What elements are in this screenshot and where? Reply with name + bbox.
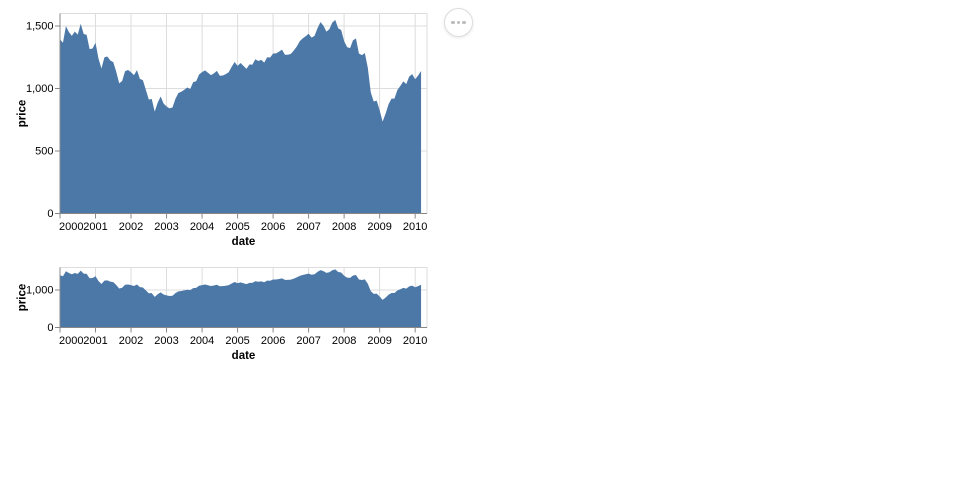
- overview-chart: 0 1,000 2000 2001 2002 2003 2004 2005 2006 2007 20…: [17, 267, 428, 362]
- x-tick-label: 2007: [296, 335, 320, 347]
- x-tick-label: 2003: [154, 335, 178, 347]
- detail-chart: 0 500 1,000 1,500 2000 2001 2002 2003 2004 2005 20…: [17, 13, 428, 248]
- x-tick-label: 2004: [190, 221, 214, 233]
- x-tick-label: 2001: [83, 335, 107, 347]
- x-tick-label: 2009: [367, 221, 391, 233]
- y-tick-label: 0: [47, 208, 53, 220]
- y-axis-title: price: [17, 100, 29, 128]
- y-tick-label: 1,500: [26, 21, 54, 33]
- x-tick-label: 2010: [403, 335, 427, 347]
- x-tick-label: 2004: [190, 335, 214, 347]
- x-axis-title: date: [232, 350, 256, 362]
- y-tick-label: 500: [35, 146, 53, 158]
- x-tick-label: 2008: [332, 221, 356, 233]
- y-tick-label: 0: [47, 322, 53, 334]
- x-tick-label: 2000: [59, 335, 83, 347]
- x-tick-label: 2005: [225, 221, 249, 233]
- ellipsis-icon: [451, 20, 466, 25]
- price-area: [60, 269, 422, 328]
- y-tick-label: 1,000: [26, 83, 54, 95]
- x-tick-label: 2010: [403, 221, 427, 233]
- x-tick-label: 2007: [296, 221, 320, 233]
- y-tick-label: 1,000: [26, 285, 54, 297]
- x-tick-label: 2008: [332, 335, 356, 347]
- x-tick-label: 2006: [261, 335, 285, 347]
- y-axis-title: price: [17, 284, 29, 312]
- x-tick-label: 2002: [119, 335, 143, 347]
- x-tick-label: 2009: [367, 335, 391, 347]
- x-tick-label: 2005: [225, 335, 249, 347]
- x-axis-title: date: [232, 236, 256, 248]
- x-tick-label: 2002: [119, 221, 143, 233]
- x-tick-label: 2003: [154, 221, 178, 233]
- x-tick-label: 2006: [261, 221, 285, 233]
- x-tick-label: 2000: [59, 221, 83, 233]
- chart-actions-button[interactable]: [444, 8, 473, 37]
- price-area: [60, 19, 422, 214]
- x-tick-label: 2001: [83, 221, 107, 233]
